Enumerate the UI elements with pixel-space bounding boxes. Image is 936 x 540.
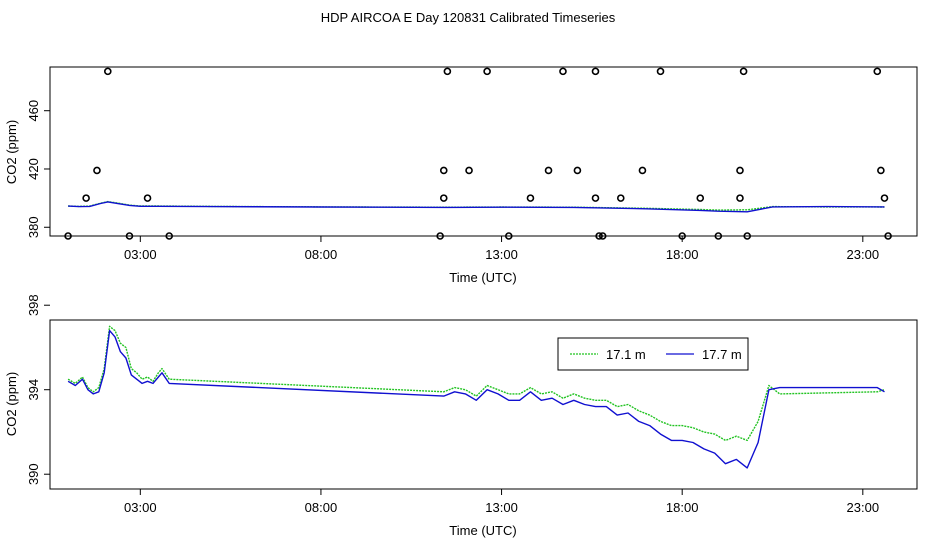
top-calibration-point — [591, 67, 600, 76]
bottom-x-tick-label: 23:00 — [847, 500, 880, 515]
bottom-x-tick-label: 13:00 — [485, 500, 518, 515]
top-y-tick-label: 460 — [26, 100, 41, 122]
top-calibration-point — [696, 194, 705, 202]
top-calibration-point — [443, 67, 452, 76]
bottom-x-tick-label: 08:00 — [305, 500, 338, 515]
top-calibration-point — [165, 232, 174, 240]
top-calibration-point — [736, 194, 744, 202]
top-calibration-point — [714, 232, 723, 240]
bottom-series-line-17-7-m — [67, 329, 885, 469]
legend-label-17-1m: 17.1 m — [606, 347, 646, 362]
top-calibration-point — [877, 166, 885, 175]
top-x-tick-label: 13:00 — [485, 247, 518, 262]
top-calibration-point — [873, 67, 882, 76]
top-x-tick-label: 18:00 — [666, 247, 699, 262]
top-calibration-point — [736, 166, 744, 175]
top-calibration-point — [93, 166, 101, 175]
top-calibration-point — [82, 194, 90, 202]
top-calibration-point — [616, 194, 625, 202]
top-chart-ylabel: CO2 (ppm) — [4, 120, 19, 184]
top-calibration-point — [884, 232, 892, 240]
top-calibration-point — [739, 67, 748, 76]
bottom-chart-panel: Time (UTC) CO2 (ppm) 17.1 m 17.7 m 03:00… — [4, 294, 918, 538]
top-calibration-point — [678, 232, 686, 240]
top-calibration-point — [439, 194, 448, 202]
top-calibration-point — [104, 67, 112, 76]
top-calibration-point — [598, 232, 607, 240]
top-calibration-point — [880, 194, 889, 202]
top-chart-xlabel: Time (UTC) — [449, 270, 516, 285]
top-calibration-point — [439, 166, 448, 175]
top-calibration-point — [573, 166, 582, 175]
top-calibration-point — [638, 166, 647, 175]
top-x-tick-label: 08:00 — [305, 247, 338, 262]
top-calibration-point — [526, 194, 535, 202]
legend-label-17-7m: 17.7 m — [702, 347, 742, 362]
bottom-chart-frame — [49, 319, 918, 490]
bottom-x-tick-label: 18:00 — [666, 500, 699, 515]
bottom-chart-ylabel: CO2 (ppm) — [4, 372, 19, 436]
top-calibration-point — [544, 166, 553, 175]
top-chart-frame — [49, 66, 918, 237]
top-chart-panel: Time (UTC) CO2 (ppm) 03:00 08:00 13:00 18:0… — [4, 66, 918, 285]
bottom-x-tick-label: 03:00 — [124, 500, 157, 515]
bottom-y-tick-label: 398 — [26, 294, 41, 316]
top-calibration-point — [743, 232, 752, 240]
bottom-y-tick-label: 390 — [26, 463, 41, 485]
bottom-chart-xlabel: Time (UTC) — [449, 523, 516, 538]
top-calibration-point — [125, 232, 134, 240]
top-calibration-point — [595, 232, 603, 240]
top-x-tick-label: 03:00 — [124, 247, 157, 262]
top-calibration-point — [591, 194, 600, 202]
top-series-line-17-7-m — [68, 201, 885, 213]
top-y-tick-label: 420 — [26, 158, 41, 180]
top-calibration-point — [64, 232, 72, 240]
top-calibration-point — [656, 67, 665, 76]
bottom-series-line-17-1-m — [67, 325, 885, 442]
figure-title: HDP AIRCOA E Day 120831 Calibrated Times… — [321, 10, 616, 25]
top-calibration-point — [559, 67, 567, 76]
top-calibration-point — [143, 194, 152, 202]
top-y-tick-label: 380 — [26, 216, 41, 238]
top-calibration-point — [436, 232, 444, 240]
chart-legend: 17.1 m 17.7 m — [557, 337, 749, 371]
top-calibration-point — [483, 67, 491, 76]
bottom-y-tick-label: 394 — [26, 379, 41, 401]
top-x-tick-label: 23:00 — [847, 247, 880, 262]
top-calibration-point — [504, 232, 513, 240]
top-calibration-point — [465, 166, 473, 175]
